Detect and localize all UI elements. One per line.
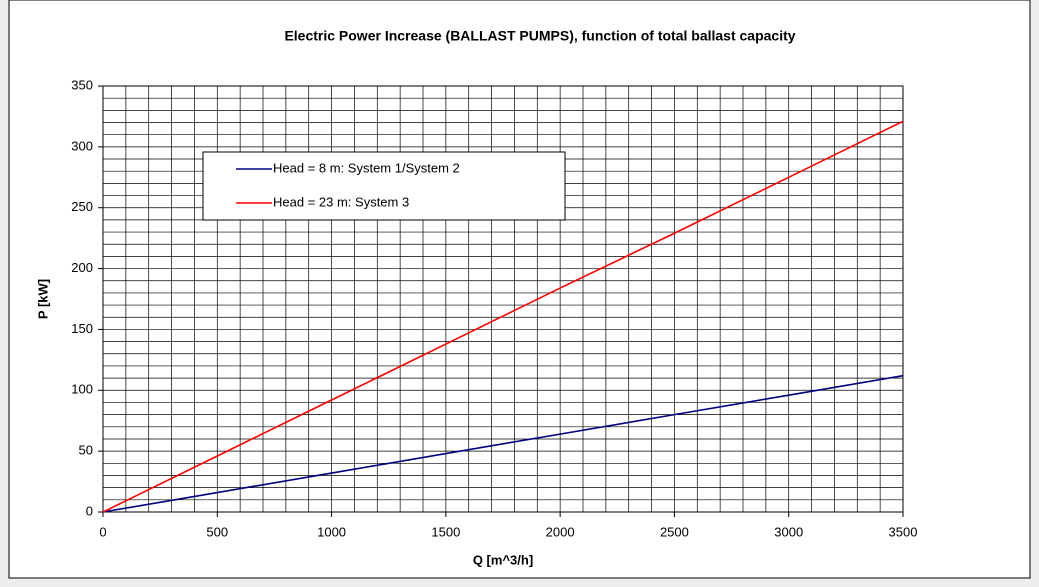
- x-tick-label: 0: [99, 524, 106, 539]
- y-tick-label: 250: [71, 199, 93, 214]
- x-axis-label: Q [m^3/h]: [473, 552, 533, 567]
- y-tick-label: 200: [71, 260, 93, 275]
- legend-box: [202, 151, 566, 221]
- x-tick-label: 2000: [546, 524, 575, 539]
- y-tick-label: 0: [86, 503, 93, 518]
- y-tick-label: 100: [71, 382, 93, 397]
- y-tick-label: 350: [71, 77, 93, 92]
- y-axis-label: P [kW]: [35, 279, 50, 319]
- x-tick-label: 2500: [660, 524, 689, 539]
- plot-border: [102, 85, 904, 513]
- x-tick-label: 1000: [317, 524, 346, 539]
- x-tick-label: 3000: [774, 524, 803, 539]
- chart-title: Electric Power Increase (BALLAST PUMPS),…: [284, 28, 795, 44]
- legend-label: Head = 8 m: System 1/System 2: [273, 160, 460, 175]
- x-tick-label: 1500: [431, 524, 460, 539]
- series-line: [102, 374, 904, 513]
- chart-frame: [8, 0, 1031, 579]
- y-tick-label: 300: [71, 138, 93, 153]
- y-tick-label: 150: [71, 321, 93, 336]
- y-tick-label: 50: [79, 443, 93, 458]
- x-tick-label: 500: [206, 524, 228, 539]
- x-tick-label: 3500: [889, 524, 918, 539]
- series-line: [102, 120, 904, 513]
- legend-label: Head = 23 m: System 3: [273, 194, 409, 209]
